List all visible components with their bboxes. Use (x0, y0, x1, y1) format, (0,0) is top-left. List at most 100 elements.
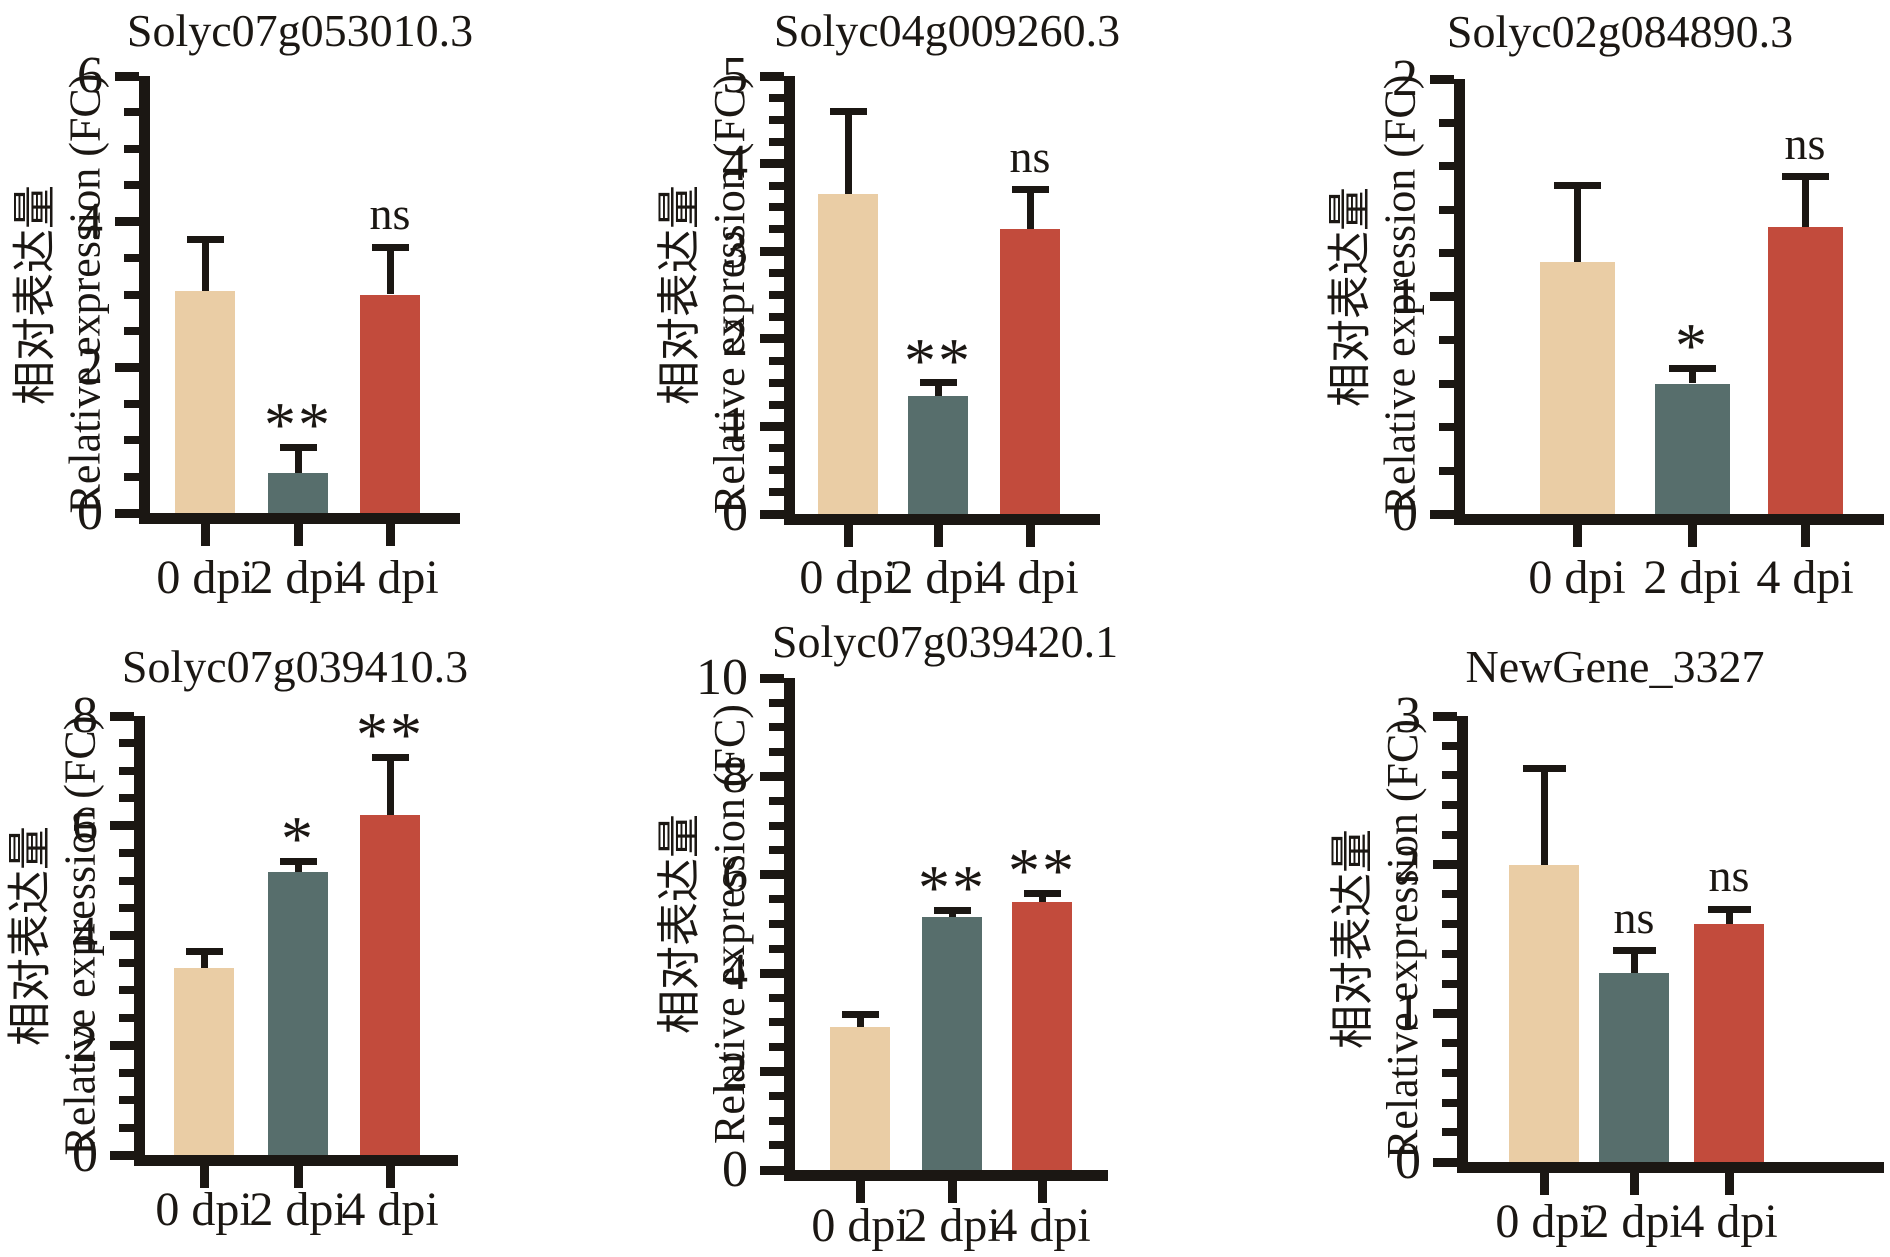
error-bar-stem (386, 247, 394, 295)
y-minor-tick (1442, 1098, 1457, 1107)
y-minor-tick (1442, 1128, 1457, 1137)
y-minor-tick (1439, 205, 1454, 214)
y-minor-tick (769, 1018, 784, 1027)
x-tick-label: 0 dpi (155, 1183, 253, 1236)
error-bar-cap (1553, 182, 1601, 190)
error-bar-stem (1038, 893, 1046, 902)
y-axis-label-zh: 相对表达量 (1328, 829, 1377, 1049)
bar (360, 294, 420, 513)
error-bar-stem (856, 1014, 864, 1028)
x-tick-label: 0 dpi (799, 551, 897, 604)
y-minor-tick (119, 1096, 134, 1105)
y-minor-tick (769, 181, 784, 190)
panel-title: Solyc07g039410.3 (121, 641, 469, 692)
x-tick-label: 4 dpi (993, 1199, 1091, 1252)
y-tick-label: 6 (72, 796, 98, 854)
y-major-tick (760, 71, 784, 81)
y-minor-tick (119, 876, 134, 885)
bar (1012, 901, 1072, 1170)
y-major-tick (760, 673, 784, 683)
y-minor-tick (769, 378, 784, 387)
y-axis-spine (784, 678, 795, 1181)
y-major-tick (760, 334, 784, 344)
y-minor-tick (769, 356, 784, 365)
y-minor-tick (1439, 118, 1454, 127)
y-minor-tick (119, 958, 134, 967)
y-axis-spine (1454, 79, 1465, 525)
y-minor-tick (119, 849, 134, 858)
y-minor-tick (769, 312, 784, 321)
x-tick (1572, 525, 1582, 547)
error-bar-cap (1011, 186, 1049, 194)
bar (360, 814, 420, 1155)
y-major-tick (760, 1165, 784, 1175)
y-tick-label: 0 (72, 1126, 98, 1183)
error-bar-stem (1630, 950, 1638, 974)
y-major-tick (760, 159, 784, 169)
y-minor-tick (769, 115, 784, 124)
y-tick-label: 1 (1395, 984, 1421, 1042)
error-bar-cap (1668, 364, 1716, 372)
y-minor-tick (769, 137, 784, 146)
y-major-tick (1433, 1157, 1457, 1167)
x-tick (293, 1166, 303, 1188)
x-tick-label: 2 dpi (889, 551, 987, 604)
bar (268, 472, 328, 513)
y-tick-label: 0 (1392, 485, 1418, 542)
y-tick-label: 6 (722, 845, 748, 903)
y-axis-spine (134, 716, 145, 1166)
y-axis-label-zh: 相对表达量 (10, 184, 59, 405)
panel-title: Solyc02g084890.3 (1446, 6, 1794, 57)
x-tick (1037, 1181, 1047, 1203)
y-minor-tick (119, 986, 134, 995)
x-tick (199, 1166, 209, 1188)
error-bar-cap (279, 857, 317, 865)
y-major-tick (760, 421, 784, 431)
y-minor-tick (1439, 379, 1454, 388)
significance-label: ns (1708, 850, 1750, 902)
x-tick (385, 1166, 395, 1188)
error-bar-stem (1801, 176, 1809, 227)
y-axis-label: 相对表达量 Relative expression (FC) (1328, 716, 1432, 1162)
y-tick-label: 1 (722, 397, 748, 455)
bar (175, 290, 235, 513)
error-bar-stem (201, 239, 209, 291)
y-major-tick (110, 711, 134, 721)
x-tick (200, 524, 210, 546)
bar (1599, 973, 1669, 1162)
x-axis-line (1454, 514, 1884, 525)
y-minor-tick (1442, 1039, 1457, 1048)
x-tick-label: 2 dpi (1643, 551, 1741, 604)
y-major-tick (115, 217, 139, 227)
significance-label: ** (1008, 835, 1076, 906)
x-tick-label: 2 dpi (249, 1183, 347, 1236)
y-axis-spine (784, 76, 795, 525)
x-tick (1800, 525, 1810, 547)
y-major-tick (760, 968, 784, 978)
y-tick-label: 6 (77, 47, 103, 104)
error-bar-cap (1023, 889, 1061, 897)
y-minor-tick (119, 739, 134, 748)
y-minor-tick (769, 747, 784, 756)
error-bar-stem (294, 861, 302, 873)
y-minor-tick (769, 488, 784, 497)
error-bar-stem (1725, 909, 1733, 925)
y-minor-tick (1442, 741, 1457, 750)
y-minor-tick (769, 466, 784, 475)
y-minor-tick (124, 254, 139, 263)
y-tick-label: 2 (72, 1016, 98, 1074)
y-minor-tick (1442, 890, 1457, 899)
significance-label: ** (264, 389, 332, 461)
x-tick (293, 524, 303, 546)
x-tick-label: 4 dpi (341, 551, 439, 604)
x-tick-label: 4 dpi (341, 1183, 439, 1236)
significance-label: ns (369, 188, 411, 240)
x-axis-line (134, 1155, 458, 1166)
y-tick-label: 2 (77, 338, 103, 396)
error-bar-cap (1781, 173, 1829, 181)
y-major-tick (1433, 711, 1457, 721)
y-tick-label: 0 (722, 1141, 748, 1198)
y-tick-label: 2 (1395, 835, 1421, 893)
bar (1694, 924, 1764, 1162)
